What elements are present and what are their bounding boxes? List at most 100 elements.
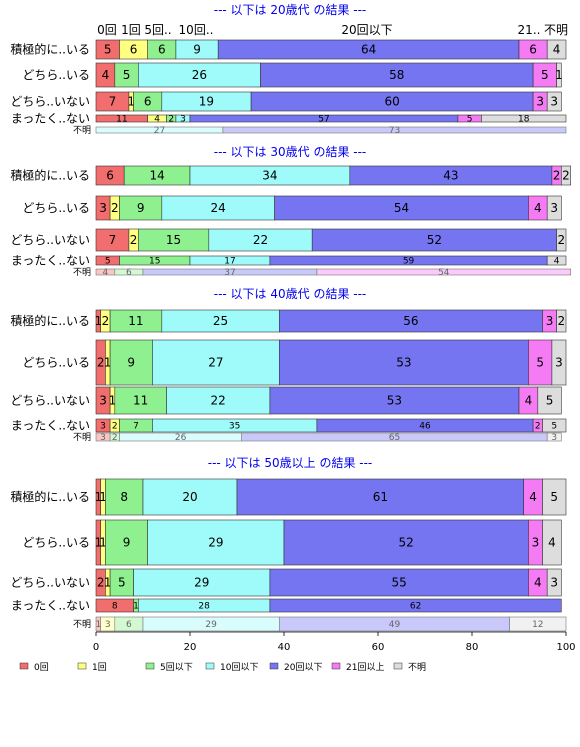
bar-segment <box>542 519 562 566</box>
segment-label: 5 <box>536 356 544 370</box>
segment-label: 4 <box>548 536 556 550</box>
segment-label: 27 <box>154 126 165 136</box>
segment-label: 7 <box>109 233 117 247</box>
segment-label: 5 <box>550 490 558 504</box>
segment-label: 6 <box>126 620 132 630</box>
legend-label: 21回以上 <box>346 662 384 673</box>
bar-segment <box>147 519 285 566</box>
segment-label: 8 <box>112 602 118 612</box>
x-tick-label: 60 <box>372 642 385 653</box>
segment-label: 5 <box>104 43 112 57</box>
segment-label: 35 <box>229 422 240 432</box>
bar-segment <box>105 519 149 566</box>
segment-label: 4 <box>103 268 109 278</box>
segment-label: 4 <box>529 490 537 504</box>
segment-label: 14 <box>149 169 164 183</box>
segment-label: 5 <box>467 115 473 125</box>
bar-segment <box>109 339 153 386</box>
row-label: どちら..いる <box>22 68 90 82</box>
segment-label: 1 <box>99 536 107 550</box>
segment-label: 52 <box>399 536 414 550</box>
segment-label: 1 <box>95 314 103 328</box>
segment-label: 4 <box>554 257 560 267</box>
bar-segment <box>542 418 567 433</box>
bar-segment <box>546 39 567 60</box>
segment-label: 3 <box>546 314 554 328</box>
segment-label: 4 <box>525 394 533 408</box>
row-label: どちら..いない <box>10 95 90 109</box>
x-tick-label: 100 <box>556 642 575 653</box>
segment-label: 26 <box>192 68 207 82</box>
segment-label: 1 <box>95 536 103 550</box>
row-label: どちら..いる <box>22 201 90 215</box>
legend-label: 10回以下 <box>220 662 258 673</box>
segment-label: 65 <box>389 433 400 443</box>
segment-label: 2 <box>130 233 138 247</box>
category-header: 5回.. <box>144 23 171 37</box>
row-label: どちら..いない <box>10 233 90 247</box>
segment-label: 5 <box>551 422 557 432</box>
segment-label: 6 <box>144 95 152 109</box>
segment-label: 11 <box>116 115 127 125</box>
segment-label: 9 <box>137 201 145 215</box>
segment-label: 3 <box>550 95 558 109</box>
segment-label: 3 <box>105 620 111 630</box>
segment-label: 6 <box>529 43 537 57</box>
bar-segment <box>166 386 271 415</box>
segment-label: 64 <box>361 43 376 57</box>
segment-label: 5 <box>118 576 126 590</box>
segment-label: 26 <box>175 433 187 443</box>
bar-segment <box>142 478 238 516</box>
segment-label: 28 <box>198 602 210 612</box>
segment-label: 22 <box>253 233 268 247</box>
segment-label: 15 <box>149 257 160 267</box>
legend-swatch <box>145 662 155 670</box>
segment-label: 73 <box>389 126 400 136</box>
segment-label: 6 <box>126 268 132 278</box>
bar-segment <box>537 386 562 415</box>
segment-label: 1 <box>127 95 135 109</box>
segment-label: 2 <box>97 576 105 590</box>
segment-label: 3 <box>180 115 186 125</box>
segment-label: 7 <box>133 422 139 432</box>
legend-label: 不明 <box>408 662 426 673</box>
segment-label: 29 <box>194 576 209 590</box>
segment-label: 2 <box>97 356 105 370</box>
legend-swatch <box>269 662 279 670</box>
segment-label: 27 <box>208 356 223 370</box>
row-label: まったく..ない <box>11 254 90 268</box>
x-tick-label: 80 <box>466 642 479 653</box>
segment-label: 3 <box>551 433 557 443</box>
row-label: まったく..ない <box>11 599 90 613</box>
segment-label: 54 <box>394 201 409 215</box>
segment-label: 4 <box>102 68 110 82</box>
bar-segment <box>556 309 567 333</box>
segment-label: 61 <box>373 490 388 504</box>
bar-segment <box>236 478 525 516</box>
row-label: まったく..ない <box>11 112 90 126</box>
bar-segment <box>509 616 567 632</box>
bar-segment <box>551 339 567 386</box>
row-label: まったく..ない <box>11 419 90 433</box>
bar-segment <box>481 114 567 123</box>
segment-label: 1 <box>555 68 563 82</box>
bar-segment <box>222 126 567 134</box>
row-label: 不明 <box>73 125 91 136</box>
segment-label: 2 <box>102 314 110 328</box>
bar-segment <box>278 339 529 386</box>
segment-label: 59 <box>403 257 415 267</box>
segment-label: 4 <box>154 115 160 125</box>
x-tick-label: 40 <box>278 642 291 653</box>
x-tick-label: 0 <box>93 642 99 653</box>
segment-label: 19 <box>199 95 214 109</box>
bar-segment <box>105 478 144 516</box>
panel-title: --- 以下は 20歳代 の結果 --- <box>214 3 367 17</box>
segment-label: 8 <box>120 490 128 504</box>
panel-title: --- 以下は 50歳以上 の結果 --- <box>208 456 373 470</box>
x-tick-label: 20 <box>184 642 197 653</box>
segment-label: 1 <box>109 394 117 408</box>
segment-label: 52 <box>427 233 442 247</box>
segment-label: 56 <box>403 314 418 328</box>
row-label: 不明 <box>73 432 91 443</box>
